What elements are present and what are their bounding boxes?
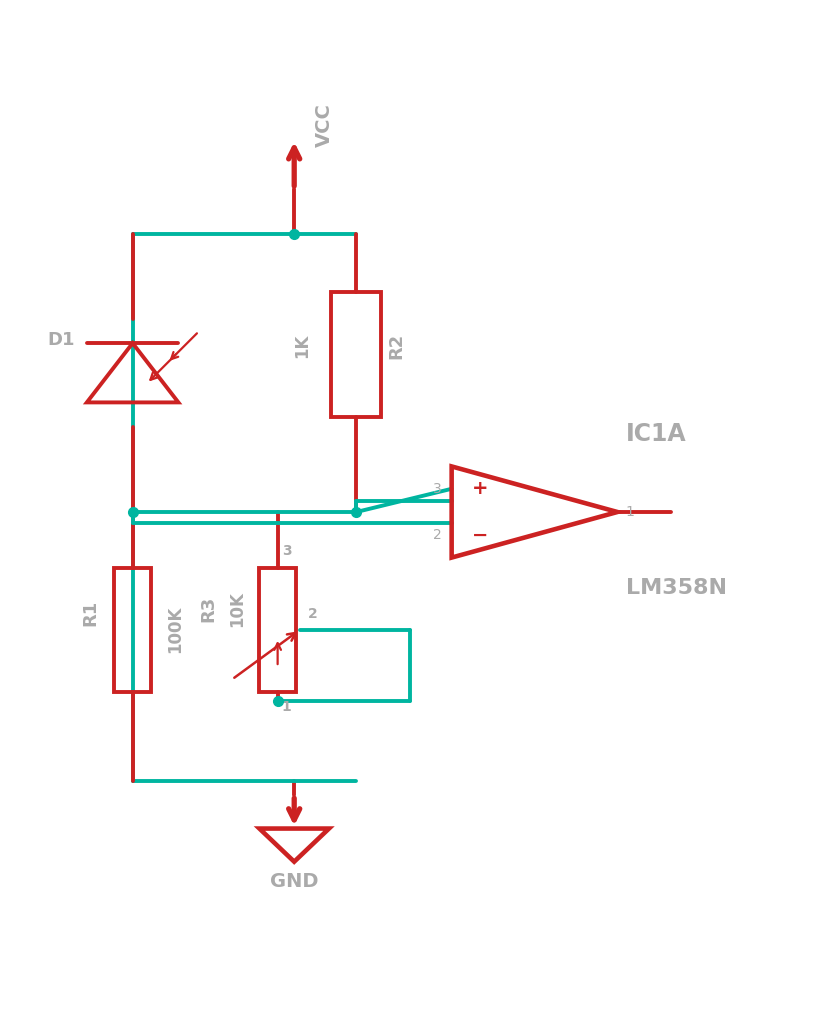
Text: 100K: 100K	[166, 606, 184, 653]
Text: 2: 2	[432, 528, 441, 542]
Text: 1: 1	[282, 700, 291, 714]
Text: −: −	[472, 525, 488, 545]
Text: IC1A: IC1A	[625, 422, 686, 445]
Text: D1: D1	[47, 331, 74, 348]
Text: 10K: 10K	[227, 591, 246, 627]
Bar	[259, 567, 295, 692]
Text: 3: 3	[282, 544, 291, 558]
Text: 3: 3	[432, 482, 441, 496]
Text: R2: R2	[387, 333, 405, 359]
Text: +: +	[472, 479, 488, 499]
Text: 2: 2	[308, 607, 318, 622]
Text: R1: R1	[81, 600, 99, 627]
Text: 1K: 1K	[293, 334, 310, 358]
Text: R3: R3	[199, 596, 217, 622]
Text: LM358N: LM358N	[625, 579, 726, 598]
Text: VCC: VCC	[314, 103, 334, 147]
Text: GND: GND	[270, 871, 318, 891]
Text: 1: 1	[625, 505, 634, 519]
Bar	[115, 567, 150, 692]
Bar	[331, 293, 380, 417]
